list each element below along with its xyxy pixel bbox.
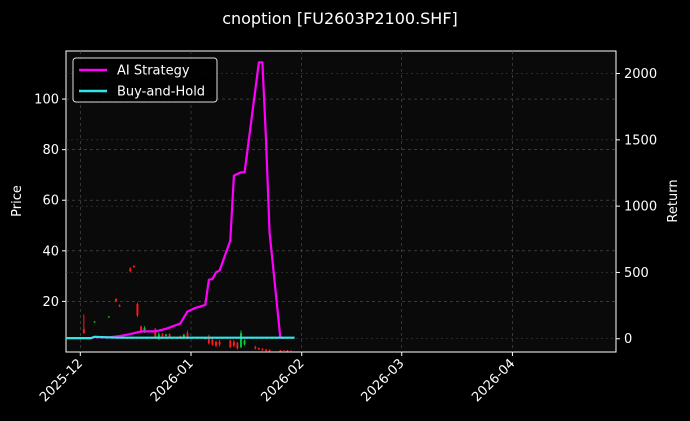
candle <box>268 349 271 352</box>
candle <box>286 349 289 352</box>
left-y-axis-label: Price <box>10 185 25 217</box>
candle-body <box>154 329 157 337</box>
candle-body <box>286 350 289 352</box>
candle-body <box>107 316 110 318</box>
candle <box>129 267 132 273</box>
candle <box>265 348 267 352</box>
candle <box>115 298 117 302</box>
candle <box>118 304 121 307</box>
candle <box>236 341 239 350</box>
candle-body <box>243 340 246 345</box>
candle <box>93 321 96 323</box>
candle <box>207 334 210 345</box>
candle-body <box>132 266 135 268</box>
candle-body <box>215 341 217 346</box>
candle-body <box>115 298 117 302</box>
candle <box>243 339 246 346</box>
candle <box>107 316 110 318</box>
right-y-tick-label: 1500 <box>624 133 657 148</box>
left-y-tick-label: 20 <box>42 295 59 310</box>
left-y-tick-label: 60 <box>42 194 59 209</box>
candle-body <box>168 334 171 337</box>
legend-label-ai-strategy: AI Strategy <box>117 64 190 79</box>
buy-and-hold-line <box>66 335 295 340</box>
candle <box>290 350 292 352</box>
candle-body <box>182 334 185 339</box>
candle-body <box>268 349 271 351</box>
candle <box>240 330 242 349</box>
series-lines <box>66 61 295 340</box>
candle-body <box>236 343 239 349</box>
candle <box>279 349 282 352</box>
candle-body <box>165 334 167 336</box>
candle <box>165 333 167 337</box>
candle-body <box>157 334 160 337</box>
candle <box>82 314 85 334</box>
candle <box>161 333 164 337</box>
candle <box>215 340 217 347</box>
candle <box>132 265 135 268</box>
ai-strategy-line <box>66 61 285 340</box>
candle-body <box>232 341 235 346</box>
chart-title: cnoption [FU2603P2100.SHF] <box>222 9 458 28</box>
left-y-tick-label: 100 <box>34 93 59 108</box>
candle <box>211 338 214 346</box>
candle-body <box>254 346 257 349</box>
left-y-axis-ticks: 20 40 60 80 100 <box>34 93 66 310</box>
candle-body <box>186 333 189 339</box>
candle-body <box>257 348 260 350</box>
candle <box>261 348 264 351</box>
candle-body <box>129 268 132 272</box>
candle-body <box>290 350 292 352</box>
right-y-tick-label: 2000 <box>624 67 657 82</box>
right-y-axis-label: Return <box>666 179 681 222</box>
candle <box>218 339 221 347</box>
right-y-tick-label: 500 <box>624 266 649 281</box>
right-y-axis-ticks: 0 500 1000 1500 2000 <box>616 67 657 347</box>
candle-body <box>229 340 232 347</box>
candle-body <box>207 338 210 344</box>
legend-label-buy-and-hold: Buy-and-Hold <box>117 85 205 100</box>
candle-body <box>282 350 285 352</box>
left-y-tick-label: 40 <box>42 244 59 259</box>
candle-body <box>240 333 242 347</box>
candle <box>282 350 285 352</box>
candle-body <box>93 321 96 323</box>
candle-body <box>279 350 282 352</box>
candle-body <box>261 348 264 350</box>
candle-body <box>118 305 121 307</box>
legend: AI Strategy Buy-and-Hold <box>72 57 218 103</box>
right-y-tick-label: 1000 <box>624 200 657 215</box>
right-y-tick-label: 0 <box>624 332 632 347</box>
candle <box>257 347 260 350</box>
candle-body <box>140 326 142 332</box>
legend-box <box>72 57 218 103</box>
candle <box>229 339 232 349</box>
candle-body <box>143 327 146 332</box>
candle <box>136 302 139 318</box>
candle-body <box>211 339 214 345</box>
candle-body <box>161 334 164 336</box>
candle-body <box>136 303 139 316</box>
candle-body <box>265 349 267 351</box>
candle-body <box>82 329 85 334</box>
candle <box>232 339 235 347</box>
candle <box>254 345 257 350</box>
left-y-tick-label: 80 <box>42 143 59 158</box>
candle-body <box>218 341 221 345</box>
